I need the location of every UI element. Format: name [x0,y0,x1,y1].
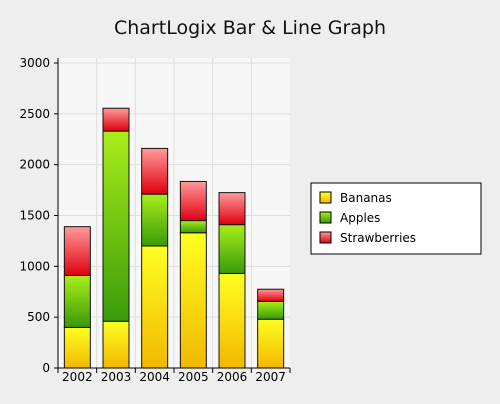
bar-strawberries-2007 [257,288,285,302]
y-tick-label: 0 [42,361,50,375]
bar-apples-2006 [218,224,246,274]
bar-strawberries-2003 [102,107,130,132]
bar-bananas-2002 [63,326,91,369]
axes: 0 500 1000 1500 2000 2500 3000 2002 2003 2004 2005… [19,56,291,384]
bar-bananas-2007 [257,318,285,369]
x-tick-label: 2003 [101,370,132,384]
bar-apples-2007 [257,300,285,320]
bar-strawberries-2005 [179,180,207,222]
legend-swatch-apples [319,211,332,224]
bar-bananas-2005 [179,232,207,369]
grid [58,58,290,368]
bar-apples-2004 [141,193,169,247]
bar-bananas-2004 [141,245,169,369]
y-tick-label: 3000 [19,56,50,70]
x-tick-label: 2006 [217,370,248,384]
y-tick-label: 500 [27,310,50,324]
legend-label-bananas: Bananas [340,191,392,205]
x-tick-label: 2004 [139,370,170,384]
legend-swatch-strawberries [319,231,332,244]
legend: Bananas Apples Strawberries [310,182,482,255]
bar-strawberries-2006 [218,192,246,226]
legend-box [310,182,482,255]
bar-apples-2005 [179,220,207,234]
legend-swatch-bananas [319,191,332,204]
bars [63,107,285,369]
x-tick-label: 2007 [255,370,286,384]
y-tick-label: 1500 [19,209,50,223]
bar-bananas-2006 [218,272,246,369]
y-tick-label: 2500 [19,107,50,121]
y-tick-label: 1000 [19,259,50,273]
y-tick-label: 2000 [19,158,50,172]
x-tick-label: 2005 [178,370,209,384]
legend-label-apples: Apples [340,211,380,225]
legend-label-strawberries: Strawberries [340,231,416,245]
bar-apples-2002 [63,274,91,328]
bar-strawberries-2002 [63,226,91,276]
bar-strawberries-2004 [141,147,169,195]
bar-bananas-2003 [102,320,130,369]
bar-apples-2003 [102,130,130,322]
chart-title: ChartLogix Bar & Line Graph [114,17,386,39]
x-tick-label: 2002 [62,370,93,384]
